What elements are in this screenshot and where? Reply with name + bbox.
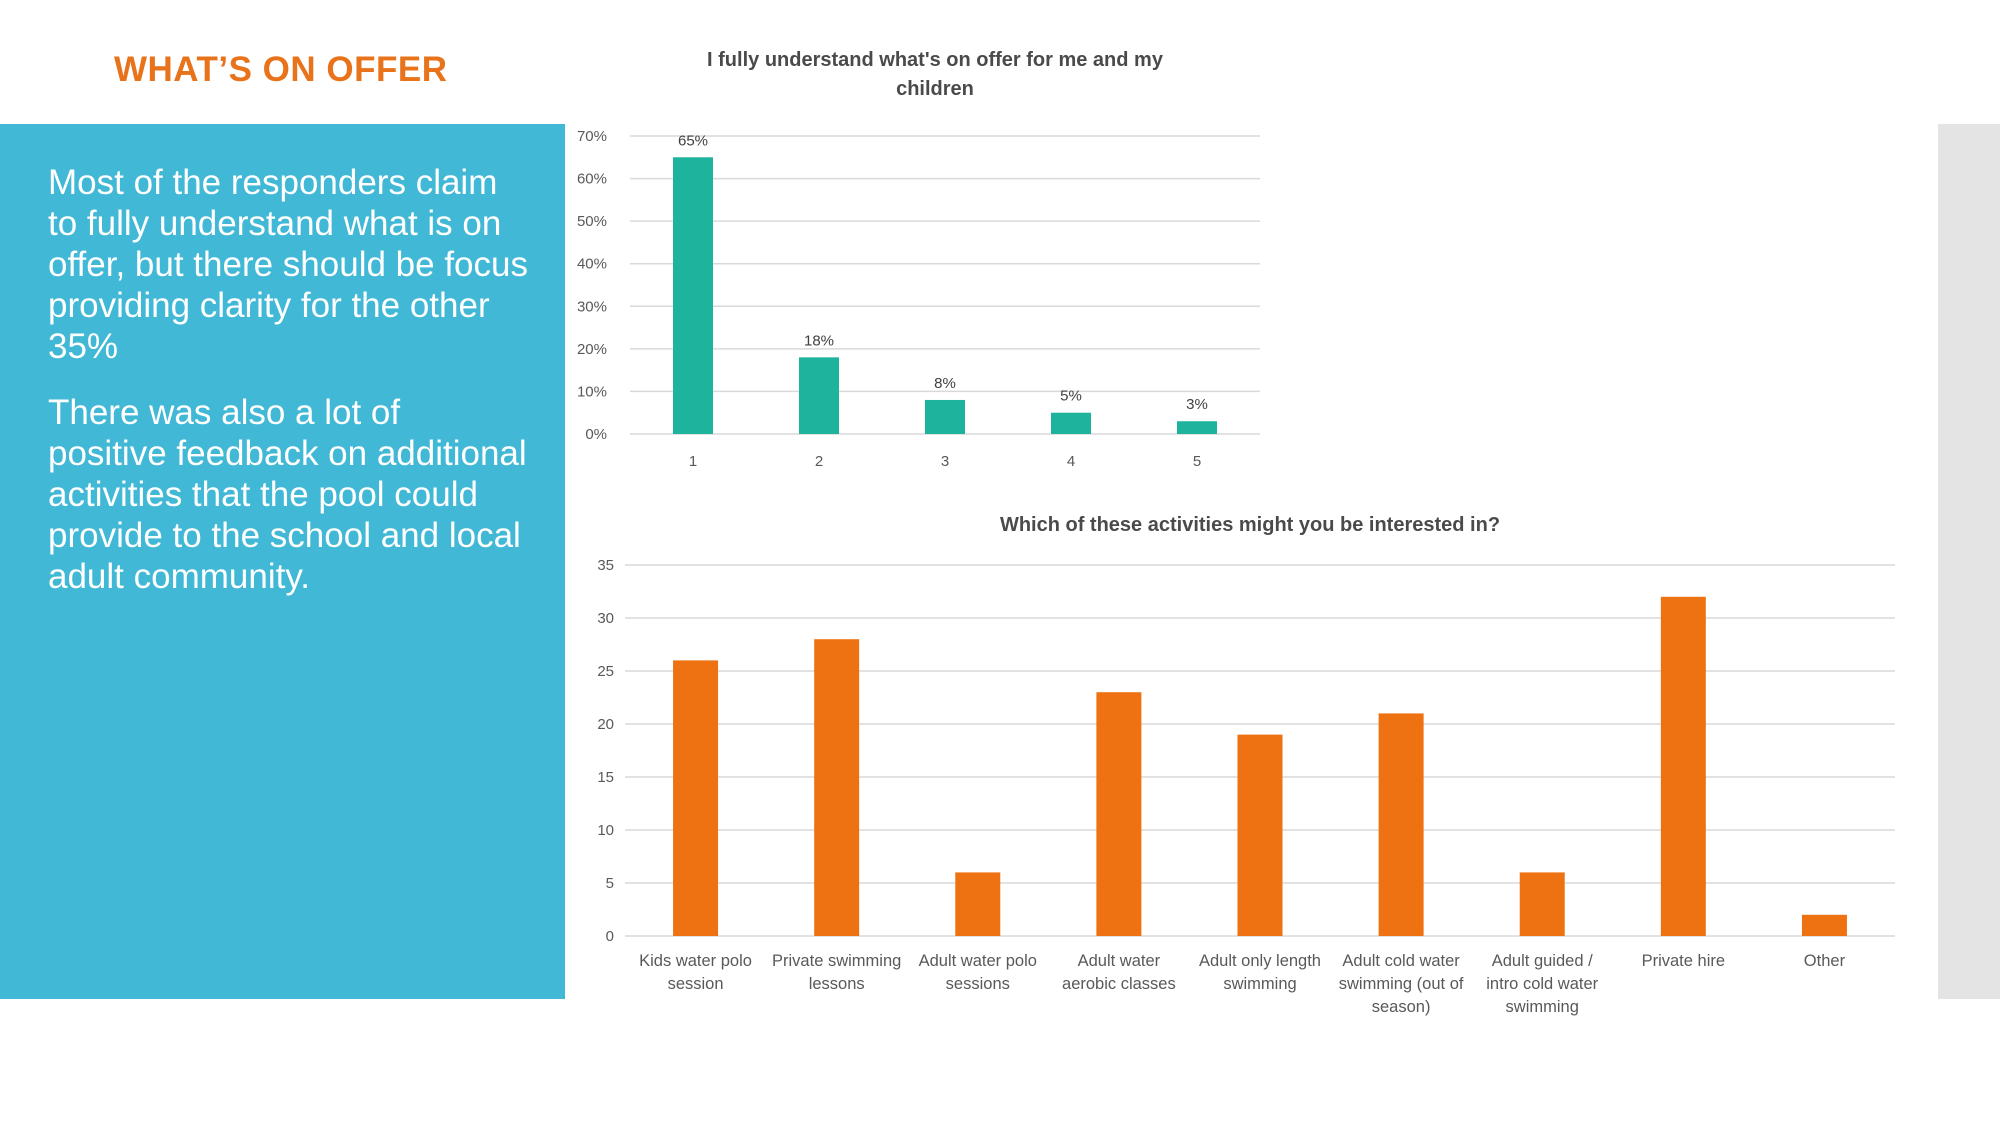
- x-tick-label: sessions: [946, 975, 1010, 993]
- bar: [925, 399, 965, 434]
- slide-title: WHAT’S ON OFFER: [114, 50, 448, 89]
- x-tick-label: Adult only length: [1199, 952, 1321, 970]
- summary-panel: Most of the responders claim to fully un…: [0, 124, 565, 999]
- bar: [673, 660, 719, 936]
- y-tick-label: 50%: [577, 213, 607, 230]
- bar: [1096, 692, 1142, 936]
- x-tick-label: swimming: [1223, 975, 1296, 993]
- x-tick-label: 5: [1193, 453, 1201, 470]
- data-label: 8%: [934, 375, 956, 392]
- y-tick-label: 35: [597, 557, 614, 574]
- y-tick-label: 5: [606, 875, 614, 892]
- x-tick-label: 3: [941, 453, 949, 470]
- y-tick-label: 10%: [577, 383, 607, 400]
- x-tick-label: swimming (out of: [1339, 975, 1464, 993]
- y-tick-label: 30: [597, 610, 614, 627]
- bar: [814, 639, 860, 936]
- x-tick-label: swimming: [1506, 998, 1579, 1016]
- chart-activities-title: Which of these activities might you be i…: [999, 514, 1501, 536]
- bar: [673, 157, 713, 434]
- x-tick-label: 1: [689, 453, 697, 470]
- y-tick-label: 0%: [585, 426, 607, 443]
- x-tick-label: 2: [815, 453, 823, 470]
- bar: [955, 872, 1001, 936]
- bar: [1051, 412, 1091, 434]
- bar: [1660, 596, 1706, 936]
- x-tick-label: Adult water polo: [919, 952, 1037, 970]
- x-tick-label: Adult cold water: [1342, 952, 1460, 970]
- chart-understanding-title: I fully understand what's on offer for m…: [707, 49, 1163, 100]
- bar: [1801, 914, 1847, 936]
- x-tick-label: Private hire: [1642, 952, 1725, 970]
- x-tick-label: Adult water: [1078, 952, 1161, 970]
- y-tick-label: 60%: [577, 171, 607, 188]
- y-tick-label: 25: [597, 663, 614, 680]
- x-tick-label: Other: [1804, 952, 1846, 970]
- data-label: 65%: [678, 132, 708, 149]
- chart-understanding: 0% 10% 20% 30% 40% 50% 60% 70% 65% 1 18% 2 8% 3 5% 4 3% 5: [577, 128, 1260, 470]
- right-edge-band: [1938, 124, 2000, 999]
- y-tick-label: 10: [597, 822, 614, 839]
- bar: [799, 357, 839, 434]
- bar: [1378, 713, 1424, 936]
- x-tick-label: 4: [1067, 453, 1075, 470]
- x-tick-label: lessons: [809, 975, 865, 993]
- summary-paragraph-1: Most of the responders claim to fully un…: [48, 163, 528, 366]
- x-tick-label: Adult guided /: [1492, 952, 1593, 970]
- y-tick-label: 20%: [577, 341, 607, 358]
- y-tick-label: 40%: [577, 256, 607, 273]
- x-tick-label: aerobic classes: [1062, 975, 1176, 993]
- data-label: 18%: [804, 332, 834, 349]
- data-label: 5%: [1060, 388, 1082, 405]
- chart-activities: 0 5 10 15 20 25 30 35 Kids water polo session Priv…: [597, 557, 1895, 1016]
- bar: [1237, 734, 1283, 936]
- x-tick-label: intro cold water: [1486, 975, 1598, 993]
- y-tick-label: 0: [606, 928, 614, 945]
- x-tick-label: session: [668, 975, 724, 993]
- data-label: 3%: [1186, 396, 1208, 413]
- bar: [1177, 421, 1217, 434]
- y-tick-label: 30%: [577, 298, 607, 315]
- y-tick-label: 15: [597, 769, 614, 786]
- x-tick-label: Kids water polo: [639, 952, 752, 970]
- summary-paragraph-2: There was also a lot of positive feedbac…: [48, 393, 527, 596]
- x-tick-label: season): [1372, 998, 1431, 1016]
- bar: [1519, 872, 1565, 936]
- y-tick-label: 70%: [577, 128, 607, 145]
- y-tick-label: 20: [597, 716, 614, 733]
- x-tick-label: Private swimming: [772, 952, 901, 970]
